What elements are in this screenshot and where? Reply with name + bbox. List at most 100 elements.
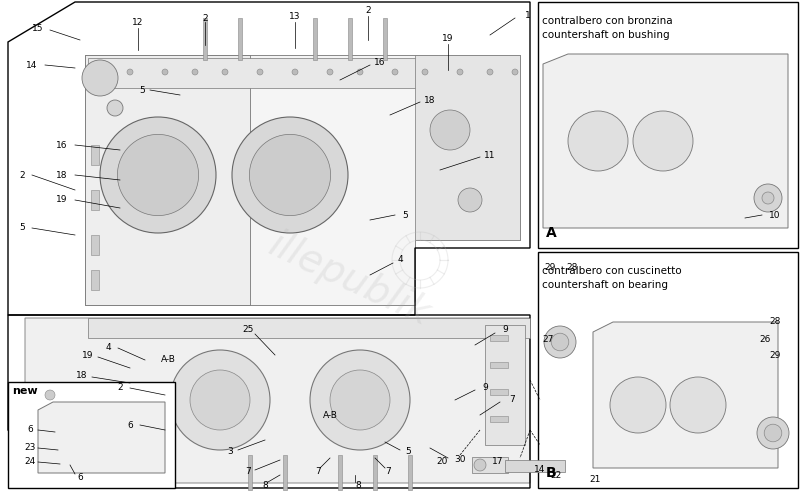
Circle shape <box>118 135 198 216</box>
Circle shape <box>257 69 263 75</box>
Text: 17: 17 <box>492 458 504 466</box>
Bar <box>485 325 525 445</box>
Text: 7: 7 <box>509 395 515 405</box>
Text: 30: 30 <box>454 456 466 464</box>
Circle shape <box>45 390 55 400</box>
Circle shape <box>457 69 463 75</box>
Circle shape <box>633 111 693 171</box>
Text: 7: 7 <box>245 467 251 476</box>
Circle shape <box>764 424 782 442</box>
Circle shape <box>754 184 782 212</box>
Polygon shape <box>85 55 250 305</box>
Text: 2: 2 <box>202 13 208 23</box>
Text: 7: 7 <box>385 467 391 476</box>
Text: 26: 26 <box>759 335 770 345</box>
Text: illepublik: illepublik <box>263 226 437 334</box>
Circle shape <box>327 69 333 75</box>
Text: countershaft on bearing: countershaft on bearing <box>542 280 668 290</box>
Polygon shape <box>593 322 778 468</box>
Text: 13: 13 <box>290 11 301 21</box>
Circle shape <box>568 111 628 171</box>
Text: 24: 24 <box>24 458 36 466</box>
Text: 15: 15 <box>32 24 44 32</box>
Bar <box>490 389 508 395</box>
Circle shape <box>512 69 518 75</box>
Text: 4: 4 <box>397 255 403 265</box>
Bar <box>383 18 387 60</box>
Text: 19: 19 <box>56 195 68 204</box>
Text: 16: 16 <box>56 140 68 149</box>
Text: A-B: A-B <box>322 410 338 419</box>
Circle shape <box>357 69 363 75</box>
Text: 19: 19 <box>82 351 94 359</box>
Circle shape <box>422 69 428 75</box>
Text: 8: 8 <box>262 482 268 491</box>
Text: 18: 18 <box>76 371 88 380</box>
Circle shape <box>487 69 493 75</box>
Text: 29: 29 <box>544 264 556 273</box>
Bar <box>91 190 99 210</box>
Bar <box>238 18 242 60</box>
Text: A-B: A-B <box>161 355 175 364</box>
Text: 25: 25 <box>242 326 254 334</box>
Text: contralbero con cuscinetto: contralbero con cuscinetto <box>542 266 682 276</box>
Text: 1: 1 <box>525 10 531 20</box>
Circle shape <box>330 370 390 430</box>
Circle shape <box>82 60 118 96</box>
Text: countershaft on bushing: countershaft on bushing <box>542 30 670 40</box>
Text: contralbero con bronzina: contralbero con bronzina <box>542 16 673 26</box>
Circle shape <box>762 192 774 204</box>
Text: 5: 5 <box>402 211 408 219</box>
Circle shape <box>392 69 398 75</box>
Text: 28: 28 <box>770 318 781 327</box>
Text: 27: 27 <box>542 335 554 345</box>
Text: 2: 2 <box>365 5 371 15</box>
Circle shape <box>97 69 103 75</box>
Text: 20: 20 <box>436 458 448 466</box>
Bar <box>338 455 342 490</box>
Text: 2: 2 <box>117 383 123 392</box>
Text: 28: 28 <box>566 264 578 273</box>
Text: 11: 11 <box>484 151 496 160</box>
Bar <box>8 382 175 488</box>
Text: 10: 10 <box>770 211 781 219</box>
Circle shape <box>430 110 470 150</box>
Text: 6: 6 <box>77 473 83 483</box>
Text: 23: 23 <box>24 443 36 453</box>
Text: B: B <box>546 466 557 480</box>
Text: new: new <box>12 386 38 396</box>
Polygon shape <box>25 318 530 483</box>
Circle shape <box>250 135 330 216</box>
Text: 5: 5 <box>139 85 145 94</box>
Bar <box>472 457 508 473</box>
Bar <box>88 58 518 88</box>
Bar <box>248 455 252 490</box>
Bar <box>313 18 317 60</box>
Bar <box>348 18 352 60</box>
Circle shape <box>670 377 726 433</box>
Text: 7: 7 <box>315 467 321 476</box>
Bar <box>538 2 798 248</box>
Text: 19: 19 <box>442 33 454 43</box>
Text: 22: 22 <box>550 470 562 480</box>
Circle shape <box>127 69 133 75</box>
Text: A: A <box>546 226 557 240</box>
Circle shape <box>474 459 486 471</box>
Text: 5: 5 <box>405 447 411 457</box>
Circle shape <box>544 326 576 358</box>
Text: 16: 16 <box>374 57 386 66</box>
Text: 9: 9 <box>482 383 488 392</box>
Bar <box>88 318 530 338</box>
Text: 29: 29 <box>770 351 781 359</box>
Circle shape <box>162 69 168 75</box>
Circle shape <box>45 425 55 435</box>
Text: 18: 18 <box>424 96 436 105</box>
Circle shape <box>610 377 666 433</box>
Polygon shape <box>543 54 788 228</box>
Text: 14: 14 <box>534 465 546 474</box>
Polygon shape <box>38 402 165 473</box>
Text: 6: 6 <box>27 426 33 435</box>
Text: 14: 14 <box>26 60 38 70</box>
Text: 5: 5 <box>19 223 25 233</box>
Polygon shape <box>85 55 520 305</box>
